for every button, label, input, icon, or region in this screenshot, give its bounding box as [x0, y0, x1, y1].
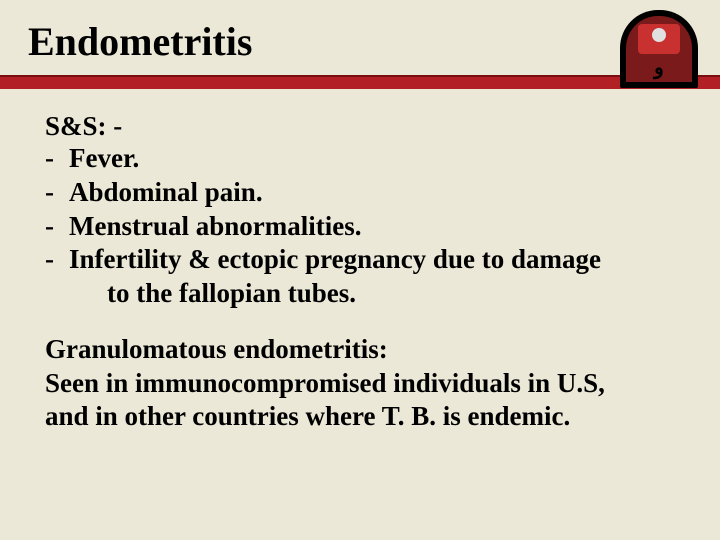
title-area: Endometritis و: [0, 0, 720, 75]
logo-char: و: [620, 55, 698, 80]
bullet-text: Abdominal pain.: [69, 176, 690, 210]
logo-icon: و: [620, 10, 698, 88]
section2-line3b: .: [564, 401, 571, 431]
divider-bar: [0, 75, 720, 89]
bullet-item: - Abdominal pain.: [45, 176, 690, 210]
bullet-text: Fever.: [69, 142, 690, 176]
section-granulomatous: Granulomatous endometritis: Seen in immu…: [45, 333, 690, 434]
section2-line1: Granulomatous endometritis:: [45, 333, 690, 367]
section2-line3: and in other countries where T. B. is en…: [45, 400, 690, 434]
bullet-item: - Menstrual abnormalities.: [45, 210, 690, 244]
bullet-dash-icon: -: [45, 210, 69, 244]
bullet-item: - Fever.: [45, 142, 690, 176]
section2-line3a: and in other countries where T. B. is en…: [45, 401, 564, 431]
bullet-dash-icon: -: [45, 243, 69, 277]
bullet-dash-icon: -: [45, 176, 69, 210]
section2-line2: Seen in immunocompromised individuals in…: [45, 367, 690, 401]
bullet-text: Infertility & ectopic pregnancy due to d…: [69, 243, 690, 277]
content-area: S&S: - - Fever. - Abdominal pain. - Mens…: [0, 89, 720, 434]
bullet-dash-icon: -: [45, 142, 69, 176]
bullet-continuation: to the fallopian tubes.: [45, 277, 690, 311]
ss-heading: S&S: -: [45, 111, 690, 142]
bullet-text: Menstrual abnormalities.: [69, 210, 690, 244]
bullet-item: - Infertility & ectopic pregnancy due to…: [45, 243, 690, 277]
slide-title: Endometritis: [28, 18, 720, 65]
section-signs-symptoms: S&S: - - Fever. - Abdominal pain. - Mens…: [45, 111, 690, 311]
